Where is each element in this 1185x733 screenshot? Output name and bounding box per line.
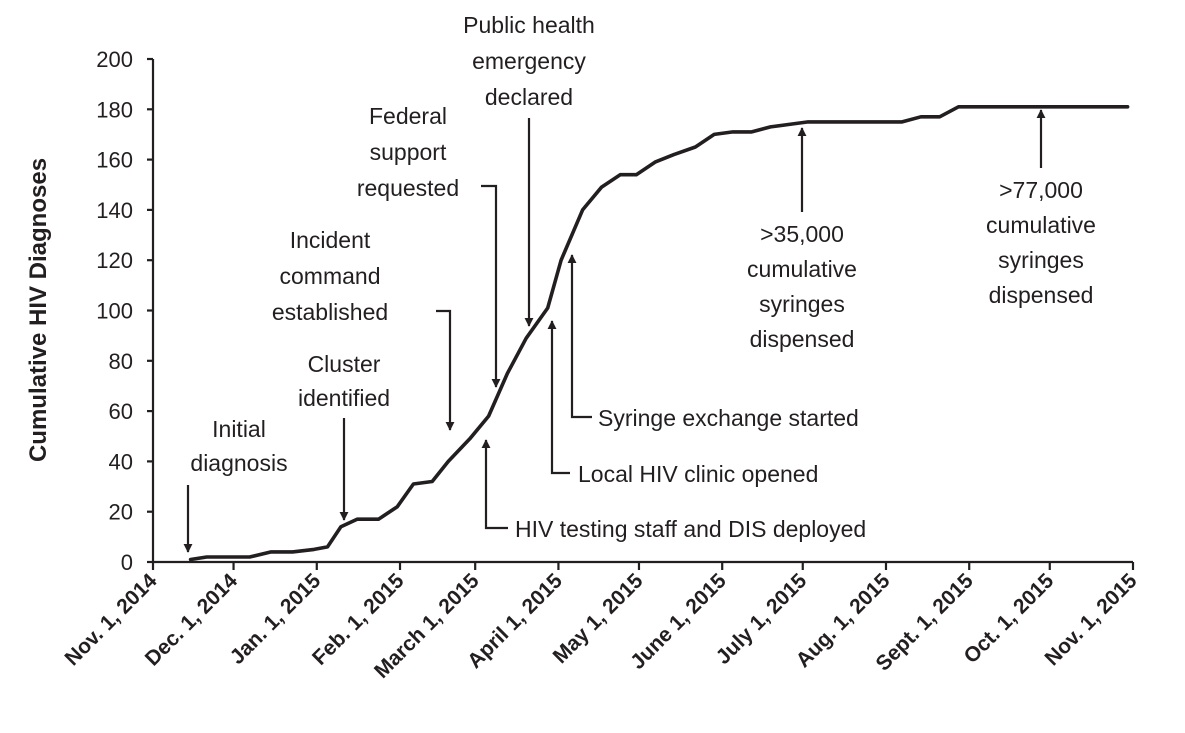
annotation-text: Cluster	[308, 351, 381, 377]
annotation-arrow	[567, 254, 592, 419]
y-axis-title: Cumulative HIV Diagnoses	[25, 158, 52, 462]
y-tick-label: 160	[96, 148, 133, 173]
annotation-text: Syringe exchange started	[598, 405, 859, 431]
annotation-text: cumulative	[986, 212, 1096, 238]
annotation-syringes-77000: >77,000 cumulative syringes dispensed	[986, 109, 1096, 308]
y-tick-label: 180	[96, 97, 133, 122]
annotation-text: emergency	[472, 48, 586, 74]
annotation-arrow	[547, 320, 570, 475]
annotation-initial-diagnosis: Initial diagnosis	[183, 416, 288, 553]
annotations: InitialdiagnosisClusteridentifiedInciden…	[183, 12, 1096, 553]
annotation-text: cumulative	[747, 256, 857, 282]
y-tick-label: 20	[109, 500, 133, 525]
y-tick-label: 120	[96, 248, 133, 273]
annotation-text: Public health	[463, 12, 595, 38]
annotation-arrow	[436, 309, 455, 431]
y-tick-label: 200	[96, 47, 133, 72]
y-tick-label: 60	[109, 399, 133, 424]
annotation-text: syringes	[998, 247, 1084, 273]
annotation-text: declared	[485, 84, 573, 110]
y-tick-label: 140	[96, 198, 133, 223]
annotation-text: dispensed	[989, 282, 1094, 308]
annotation-syringe-exchange: Syringe exchange started	[567, 254, 859, 431]
y-tick-label: 80	[109, 349, 133, 374]
annotation-arrow	[481, 439, 508, 530]
annotation-hiv-testing-staff: HIV testing staff and DIS deployed	[481, 439, 866, 542]
annotation-syringes-35000: >35,000 cumulative syringes dispensed	[747, 127, 857, 352]
annotation-text: Local HIV clinic opened	[578, 461, 818, 487]
annotation-text: >35,000	[760, 221, 844, 247]
annotation-text: Federal	[369, 103, 447, 129]
annotation-incident-command: Incident command established	[272, 227, 455, 431]
y-tick-label: 40	[109, 449, 133, 474]
annotation-text: support	[370, 139, 447, 165]
y-ticks: 0 20 40 60 80 100 120 140 160 180 200	[96, 47, 153, 575]
annotation-text: established	[272, 299, 388, 325]
annotation-text: requested	[357, 175, 459, 201]
annotation-local-hiv-clinic: Local HIV clinic opened	[547, 320, 818, 487]
annotation-text: HIV testing staff and DIS deployed	[515, 516, 866, 542]
y-tick-label: 100	[96, 299, 133, 324]
annotation-text: dispensed	[750, 326, 855, 352]
annotation-public-health-emergency: Public health emergency declared	[463, 12, 595, 327]
annotation-text: diagnosis	[190, 450, 287, 476]
annotation-arrow	[481, 184, 501, 388]
annotation-text: command	[280, 263, 381, 289]
annotation-federal-support: Federal support requested	[357, 103, 501, 388]
cumulative-diagnoses-line	[188, 105, 1130, 562]
annotation-text: Incident	[290, 227, 371, 253]
annotation-text: identified	[298, 385, 390, 411]
annotation-text: Initial	[212, 416, 266, 442]
annotation-cluster-identified: Cluster identified	[298, 351, 390, 521]
annotation-text: >77,000	[999, 177, 1083, 203]
y-tick-label: 0	[121, 550, 133, 575]
annotation-text: syringes	[759, 291, 845, 317]
